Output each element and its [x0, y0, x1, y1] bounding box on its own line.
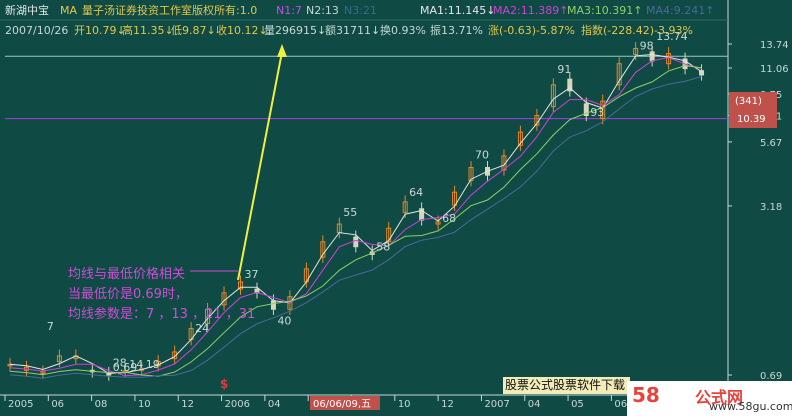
- point-label: 64: [409, 186, 423, 199]
- x-tick-label: 10: [138, 399, 151, 410]
- annotation-arrow: [237, 51, 283, 281]
- candle-body: [550, 84, 556, 108]
- candle-body: [40, 371, 46, 374]
- quote-high: 高11.35↓: [122, 24, 174, 37]
- candle-body: [270, 300, 276, 310]
- x-tick-label: 08: [95, 399, 108, 410]
- quote-amount: 额31711↓: [325, 24, 381, 37]
- stock-name: 新湖中宝: [5, 4, 49, 17]
- highlight-date: 06/06/09,五: [313, 399, 371, 410]
- price-box-lower: 10.39: [737, 114, 766, 125]
- candle-body: [517, 131, 523, 146]
- candle-body: [633, 47, 639, 55]
- point-label: 19: [146, 358, 160, 371]
- quote-low: 低9.87↓: [171, 24, 216, 37]
- annotation-line-2: 当最低价是0.69时，: [68, 287, 188, 302]
- ma-line-ma3: [9, 65, 702, 377]
- site-logo[interactable]: 58 公式网 www.58gu.com: [627, 381, 792, 416]
- candle-body: [468, 167, 474, 182]
- annotation-line-1: 均线与最低价格相关: [68, 267, 186, 282]
- ma1-readout: MA1:11.145↓: [420, 4, 496, 17]
- quote-turnover: 换0.93%: [380, 24, 426, 37]
- y-tick-label: 5.67: [760, 138, 782, 149]
- logo-url: www.58gu.com: [709, 400, 792, 413]
- y-tick-label: 13.74: [760, 40, 789, 51]
- point-label: 14: [129, 358, 143, 371]
- point-label: 55: [343, 206, 357, 219]
- point-label: 0.69: [113, 361, 138, 374]
- copyright-text: 量子汤证券投资工作室版权所有:1.0: [82, 4, 258, 17]
- ma-line-ma4: [9, 76, 702, 379]
- candle-body: [435, 221, 441, 225]
- arrow-head: [277, 44, 287, 57]
- point-label: 7: [47, 320, 54, 333]
- point-label: 37: [245, 268, 259, 281]
- x-tick-label: 12: [441, 399, 454, 410]
- point-label: 58: [376, 241, 390, 254]
- candle-body: [649, 51, 655, 62]
- point-label: 93: [590, 106, 604, 119]
- y-tick-label: 3.18: [760, 202, 782, 213]
- candle-body: [567, 78, 573, 92]
- candle-body: [402, 201, 408, 213]
- quote-date: 2007/10/26: [5, 24, 69, 37]
- x-tick-label: 10: [398, 399, 411, 410]
- point-label: 70: [475, 149, 489, 162]
- buy-signal-mark: $: [220, 377, 228, 391]
- promo-banner[interactable]: 股票公式股票软件下载: [503, 377, 630, 394]
- candle-body: [583, 103, 589, 117]
- point-label: 40: [277, 315, 291, 328]
- price-box-upper: (341): [735, 96, 762, 107]
- x-tick-label: 06: [614, 399, 627, 410]
- point-label: 91: [557, 63, 571, 76]
- x-tick-label: 12: [181, 399, 194, 410]
- param-n2: N2:13: [306, 4, 339, 17]
- quote-close: 收10.12↓: [216, 24, 268, 37]
- ma2-readout: MA2:11.389↑: [493, 4, 569, 17]
- x-tick-label: 06: [51, 399, 64, 410]
- quote-open: 开10.79↓: [74, 24, 126, 37]
- quote-amplitude: 振13.71%: [430, 24, 483, 37]
- candle-body: [56, 355, 62, 362]
- point-label: 13.74: [656, 30, 688, 43]
- x-tick-label: 04: [268, 399, 281, 410]
- y-tick-label: 0.69: [760, 371, 782, 382]
- ma-line-ma2: [9, 56, 702, 377]
- param-n1: N1:7: [276, 4, 302, 17]
- quote-volume: 量296915↓: [264, 24, 327, 37]
- point-label: 28: [113, 356, 127, 369]
- annotation-line-3: 均线参数是：7 ，13 ，21 ，31: [68, 307, 256, 322]
- candle-body: [353, 236, 359, 248]
- candle-body: [320, 241, 326, 258]
- logo-text: 公式网: [695, 388, 744, 407]
- logo-mark: 58: [632, 383, 660, 407]
- candle-body: [600, 100, 606, 120]
- point-label: 98: [640, 40, 654, 53]
- candle-body: [699, 70, 705, 76]
- x-tick-label: 05: [571, 399, 584, 410]
- price-box: [729, 92, 777, 128]
- quote-index: 指数(-228.42)-3.93%: [581, 24, 693, 37]
- y-tick-label: 11.06: [760, 64, 789, 75]
- indicator-name: MA: [60, 4, 78, 17]
- point-label: 24: [195, 322, 209, 335]
- candle-body: [386, 227, 392, 243]
- highlight-date-box: [310, 396, 380, 410]
- param-n3: N3:21: [344, 4, 377, 17]
- candle-body: [238, 281, 244, 290]
- x-tick-label: 04: [528, 399, 541, 410]
- ma4-readout: MA4:9.241↑: [646, 4, 715, 17]
- x-tick-label: 2007: [484, 399, 509, 410]
- ma3-readout: MA3:10.391↑: [567, 4, 643, 17]
- point-label: 68: [442, 212, 456, 225]
- candle-body: [616, 63, 622, 86]
- quote-change: 涨(-0.63)-5.87%: [488, 24, 575, 37]
- x-tick-label: 2005: [8, 399, 33, 410]
- x-tick-label: 2006: [225, 399, 250, 410]
